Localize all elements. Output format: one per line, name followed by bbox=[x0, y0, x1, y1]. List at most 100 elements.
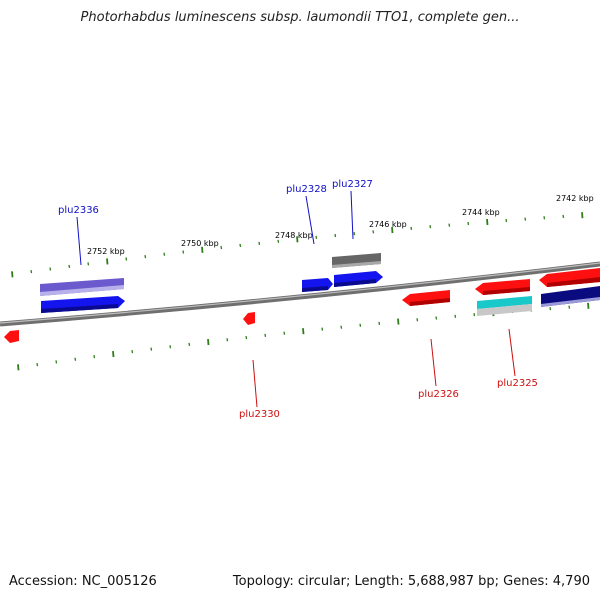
gene-plu2336-b[interactable] bbox=[41, 296, 125, 313]
scale-tick-minor bbox=[416, 318, 419, 322]
scale-tick-minor bbox=[505, 218, 508, 223]
scale-tick-minor bbox=[543, 216, 546, 220]
scale-label-2746: 2746 kbp bbox=[369, 220, 407, 229]
gene-plu2327-b[interactable] bbox=[334, 271, 383, 287]
gene-label-plu2327[interactable]: plu2327 bbox=[332, 179, 373, 190]
scale-tick-minor bbox=[220, 245, 223, 250]
scale-tick-minor bbox=[378, 321, 381, 325]
scale-tick-major bbox=[207, 338, 210, 346]
gene-plu2327[interactable] bbox=[332, 253, 381, 268]
gene-plu2325-b[interactable] bbox=[477, 296, 532, 316]
scale-label-2750: 2750 kbp bbox=[181, 239, 219, 248]
scale-tick-minor bbox=[163, 252, 166, 256]
scale-tick-major bbox=[397, 318, 400, 325]
scale-tick-minor bbox=[264, 333, 267, 337]
scale-tick-minor bbox=[258, 241, 261, 245]
scale-tick-major bbox=[391, 226, 394, 234]
scale-tick-major bbox=[486, 218, 489, 226]
scale-tick-minor bbox=[125, 257, 128, 261]
scale-tick-minor bbox=[131, 349, 134, 354]
genome-backbone bbox=[0, 261, 600, 327]
scale-tick-minor bbox=[74, 357, 77, 361]
scale-tick-minor bbox=[182, 250, 185, 254]
scale-tick-minor bbox=[226, 338, 229, 342]
gene-labels: plu2336 plu2328 plu2327 plu2330 plu2326 … bbox=[58, 179, 538, 420]
accession-text: Accession: NC_005126 bbox=[9, 574, 157, 589]
scale-tick-minor bbox=[150, 347, 153, 351]
scale-tick-minor bbox=[188, 342, 191, 346]
scale-tick-minor bbox=[473, 313, 476, 317]
genome-summary-text: Topology: circular; Length: 5,688,987 bp… bbox=[232, 574, 590, 589]
scale-tick-minor bbox=[93, 355, 96, 359]
gene-label-plu2328[interactable]: plu2328 bbox=[286, 184, 327, 195]
scale-tick-major bbox=[106, 258, 109, 265]
scale-label-2748: 2748 kbp bbox=[275, 231, 313, 240]
scale-tick-minor bbox=[315, 235, 318, 239]
scale-tick-minor bbox=[467, 221, 470, 226]
scale-ticks-top bbox=[11, 212, 584, 278]
scale-tick-minor bbox=[321, 327, 324, 331]
gene-plu2325-a-shade bbox=[483, 287, 530, 295]
gene-plu2328[interactable] bbox=[302, 278, 333, 292]
scale-tick-minor bbox=[36, 362, 39, 367]
scale-tick-minor bbox=[359, 323, 362, 327]
gene-plu2330[interactable] bbox=[243, 312, 255, 325]
scale-tick-major bbox=[581, 212, 584, 219]
gene-label-plu2326[interactable]: plu2326 bbox=[418, 389, 459, 400]
scale-tick-minor bbox=[68, 264, 71, 269]
gene-label-plu2325[interactable]: plu2325 bbox=[497, 378, 538, 389]
gene-plu2336[interactable] bbox=[40, 278, 124, 296]
scale-tick-minor bbox=[435, 316, 438, 320]
scale-tick-minor bbox=[524, 217, 527, 221]
leader-plu2330 bbox=[252, 359, 258, 408]
scale-tick-minor bbox=[30, 270, 33, 274]
scale-tick-minor bbox=[334, 233, 337, 238]
scale-tick-minor bbox=[429, 225, 432, 229]
gene-plu2328-shade bbox=[302, 286, 328, 292]
gene-plu2325-a[interactable] bbox=[475, 279, 530, 295]
gene-plu2330-body[interactable] bbox=[243, 312, 255, 325]
scale-tick-minor bbox=[568, 305, 571, 309]
scale-tick-minor bbox=[87, 262, 90, 266]
scale-label-2752: 2752 kbp bbox=[87, 247, 125, 256]
gene-right-red-shade bbox=[547, 277, 600, 287]
scale-tick-minor bbox=[277, 239, 280, 243]
scale-tick-minor bbox=[283, 331, 286, 335]
scale-tick-minor bbox=[340, 325, 343, 329]
leader-plu2328 bbox=[305, 195, 315, 245]
scale-tick-major bbox=[112, 351, 115, 358]
gene-plu2327-shade bbox=[332, 261, 381, 268]
leader-plu2325 bbox=[508, 328, 516, 377]
scale-labels: 2752 kbp 2750 kbp 2748 kbp 2746 kbp 2744… bbox=[87, 194, 594, 256]
gene-plu2326[interactable] bbox=[402, 290, 450, 306]
leader-plu2327 bbox=[350, 190, 354, 240]
gene-plu2325-b-shade bbox=[477, 304, 532, 316]
gene-label-plu2330[interactable]: plu2330 bbox=[239, 409, 280, 420]
scale-tick-minor bbox=[245, 335, 248, 340]
gene-right-navy[interactable] bbox=[541, 286, 600, 307]
leader-plu2336 bbox=[76, 216, 82, 266]
gene-plu2336-b-shade bbox=[41, 304, 118, 313]
scale-tick-major bbox=[11, 271, 14, 278]
scale-tick-minor bbox=[454, 314, 457, 318]
scale-label-2744: 2744 kbp bbox=[462, 208, 500, 217]
scale-tick-major bbox=[17, 364, 20, 371]
genome-backbone-highlight bbox=[0, 262, 600, 324]
gene-plu2326-shade bbox=[410, 298, 450, 306]
gene-left-edge-body[interactable] bbox=[4, 330, 19, 343]
gene-label-lines bbox=[76, 190, 516, 408]
scale-tick-minor bbox=[549, 306, 552, 311]
scale-tick-major bbox=[296, 236, 299, 243]
gene-left-edge[interactable] bbox=[4, 330, 19, 343]
scale-tick-minor bbox=[448, 223, 451, 227]
scale-tick-minor bbox=[49, 267, 52, 271]
scale-tick-minor bbox=[410, 226, 413, 230]
gene-plu2325-b-body[interactable] bbox=[477, 296, 532, 309]
scale-tick-minor bbox=[55, 360, 58, 364]
gene-label-plu2336[interactable]: plu2336 bbox=[58, 205, 99, 216]
gene-right-navy-shade bbox=[541, 297, 600, 307]
map-title: Photorhabdus luminescens subsp. laumondi… bbox=[80, 10, 520, 25]
gene-right-red[interactable] bbox=[539, 268, 600, 287]
scale-tick-minor bbox=[562, 214, 565, 219]
